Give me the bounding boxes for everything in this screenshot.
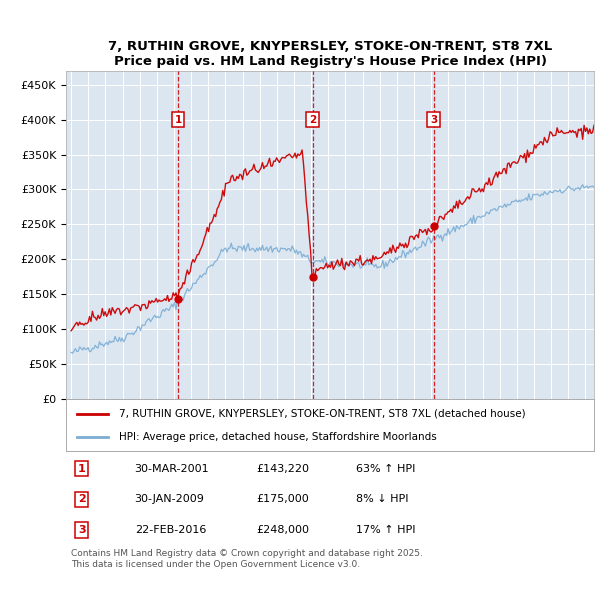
Text: 2: 2 xyxy=(78,494,86,504)
Text: 3: 3 xyxy=(430,114,437,124)
Text: 2: 2 xyxy=(309,114,316,124)
Text: Contains HM Land Registry data © Crown copyright and database right 2025.
This d: Contains HM Land Registry data © Crown c… xyxy=(71,549,423,569)
Text: £175,000: £175,000 xyxy=(256,494,309,504)
Text: £248,000: £248,000 xyxy=(256,525,309,535)
Text: 7, RUTHIN GROVE, KNYPERSLEY, STOKE-ON-TRENT, ST8 7XL (detached house): 7, RUTHIN GROVE, KNYPERSLEY, STOKE-ON-TR… xyxy=(119,408,526,418)
Text: 30-JAN-2009: 30-JAN-2009 xyxy=(134,494,205,504)
Text: 8% ↓ HPI: 8% ↓ HPI xyxy=(356,494,409,504)
Text: 63% ↑ HPI: 63% ↑ HPI xyxy=(356,464,416,474)
Text: 1: 1 xyxy=(175,114,182,124)
Text: 17% ↑ HPI: 17% ↑ HPI xyxy=(356,525,416,535)
Title: 7, RUTHIN GROVE, KNYPERSLEY, STOKE-ON-TRENT, ST8 7XL
Price paid vs. HM Land Regi: 7, RUTHIN GROVE, KNYPERSLEY, STOKE-ON-TR… xyxy=(108,40,552,68)
Text: £143,220: £143,220 xyxy=(256,464,309,474)
Text: 22-FEB-2016: 22-FEB-2016 xyxy=(134,525,206,535)
Text: 30-MAR-2001: 30-MAR-2001 xyxy=(134,464,209,474)
Text: 1: 1 xyxy=(78,464,86,474)
Text: 3: 3 xyxy=(78,525,86,535)
Text: HPI: Average price, detached house, Staffordshire Moorlands: HPI: Average price, detached house, Staf… xyxy=(119,432,437,442)
